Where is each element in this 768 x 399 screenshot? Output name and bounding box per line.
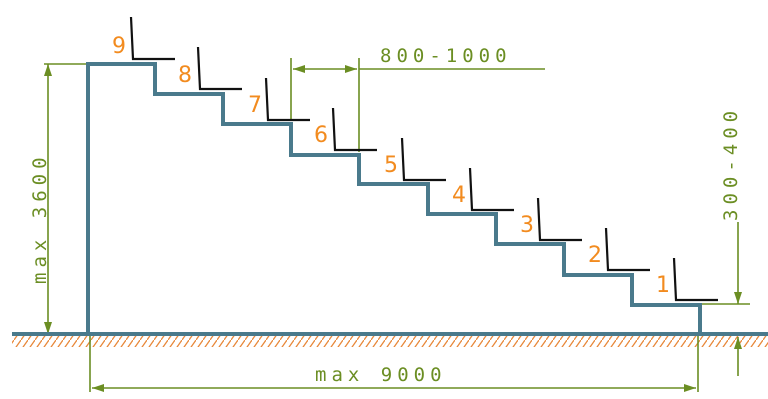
row-number-2: 2 (588, 243, 602, 268)
ground-hatch (12, 336, 768, 347)
stair-profile (12, 62, 768, 336)
seats (129, 16, 718, 302)
row-number-3: 3 (520, 213, 534, 238)
row-spacing-label: 800-1000 (380, 45, 512, 67)
row-number-9: 9 (112, 34, 126, 59)
seat-row-6 (331, 107, 377, 152)
seat-row-9 (129, 16, 175, 61)
seat-row-8 (196, 46, 242, 91)
row-number-6: 6 (314, 123, 328, 148)
row-numbers: 1 2 3 4 5 6 7 8 9 (112, 34, 670, 298)
step-height-label: 300-400 (720, 106, 742, 221)
row-number-8: 8 (178, 63, 192, 88)
row-number-7: 7 (248, 93, 262, 118)
seat-row-1 (672, 257, 718, 302)
seat-row-2 (604, 227, 650, 272)
row-number-1: 1 (656, 273, 670, 298)
stair-outline (86, 62, 702, 334)
seat-row-5 (400, 137, 446, 182)
max-length-label: max 9000 (315, 364, 447, 386)
max-height-label: max 3600 (29, 152, 51, 284)
row-number-4: 4 (452, 183, 466, 208)
arrowheads (44, 64, 742, 392)
seat-row-7 (264, 77, 310, 122)
seat-row-4 (468, 167, 514, 212)
seat-row-3 (536, 197, 582, 242)
row-number-5: 5 (384, 153, 398, 178)
